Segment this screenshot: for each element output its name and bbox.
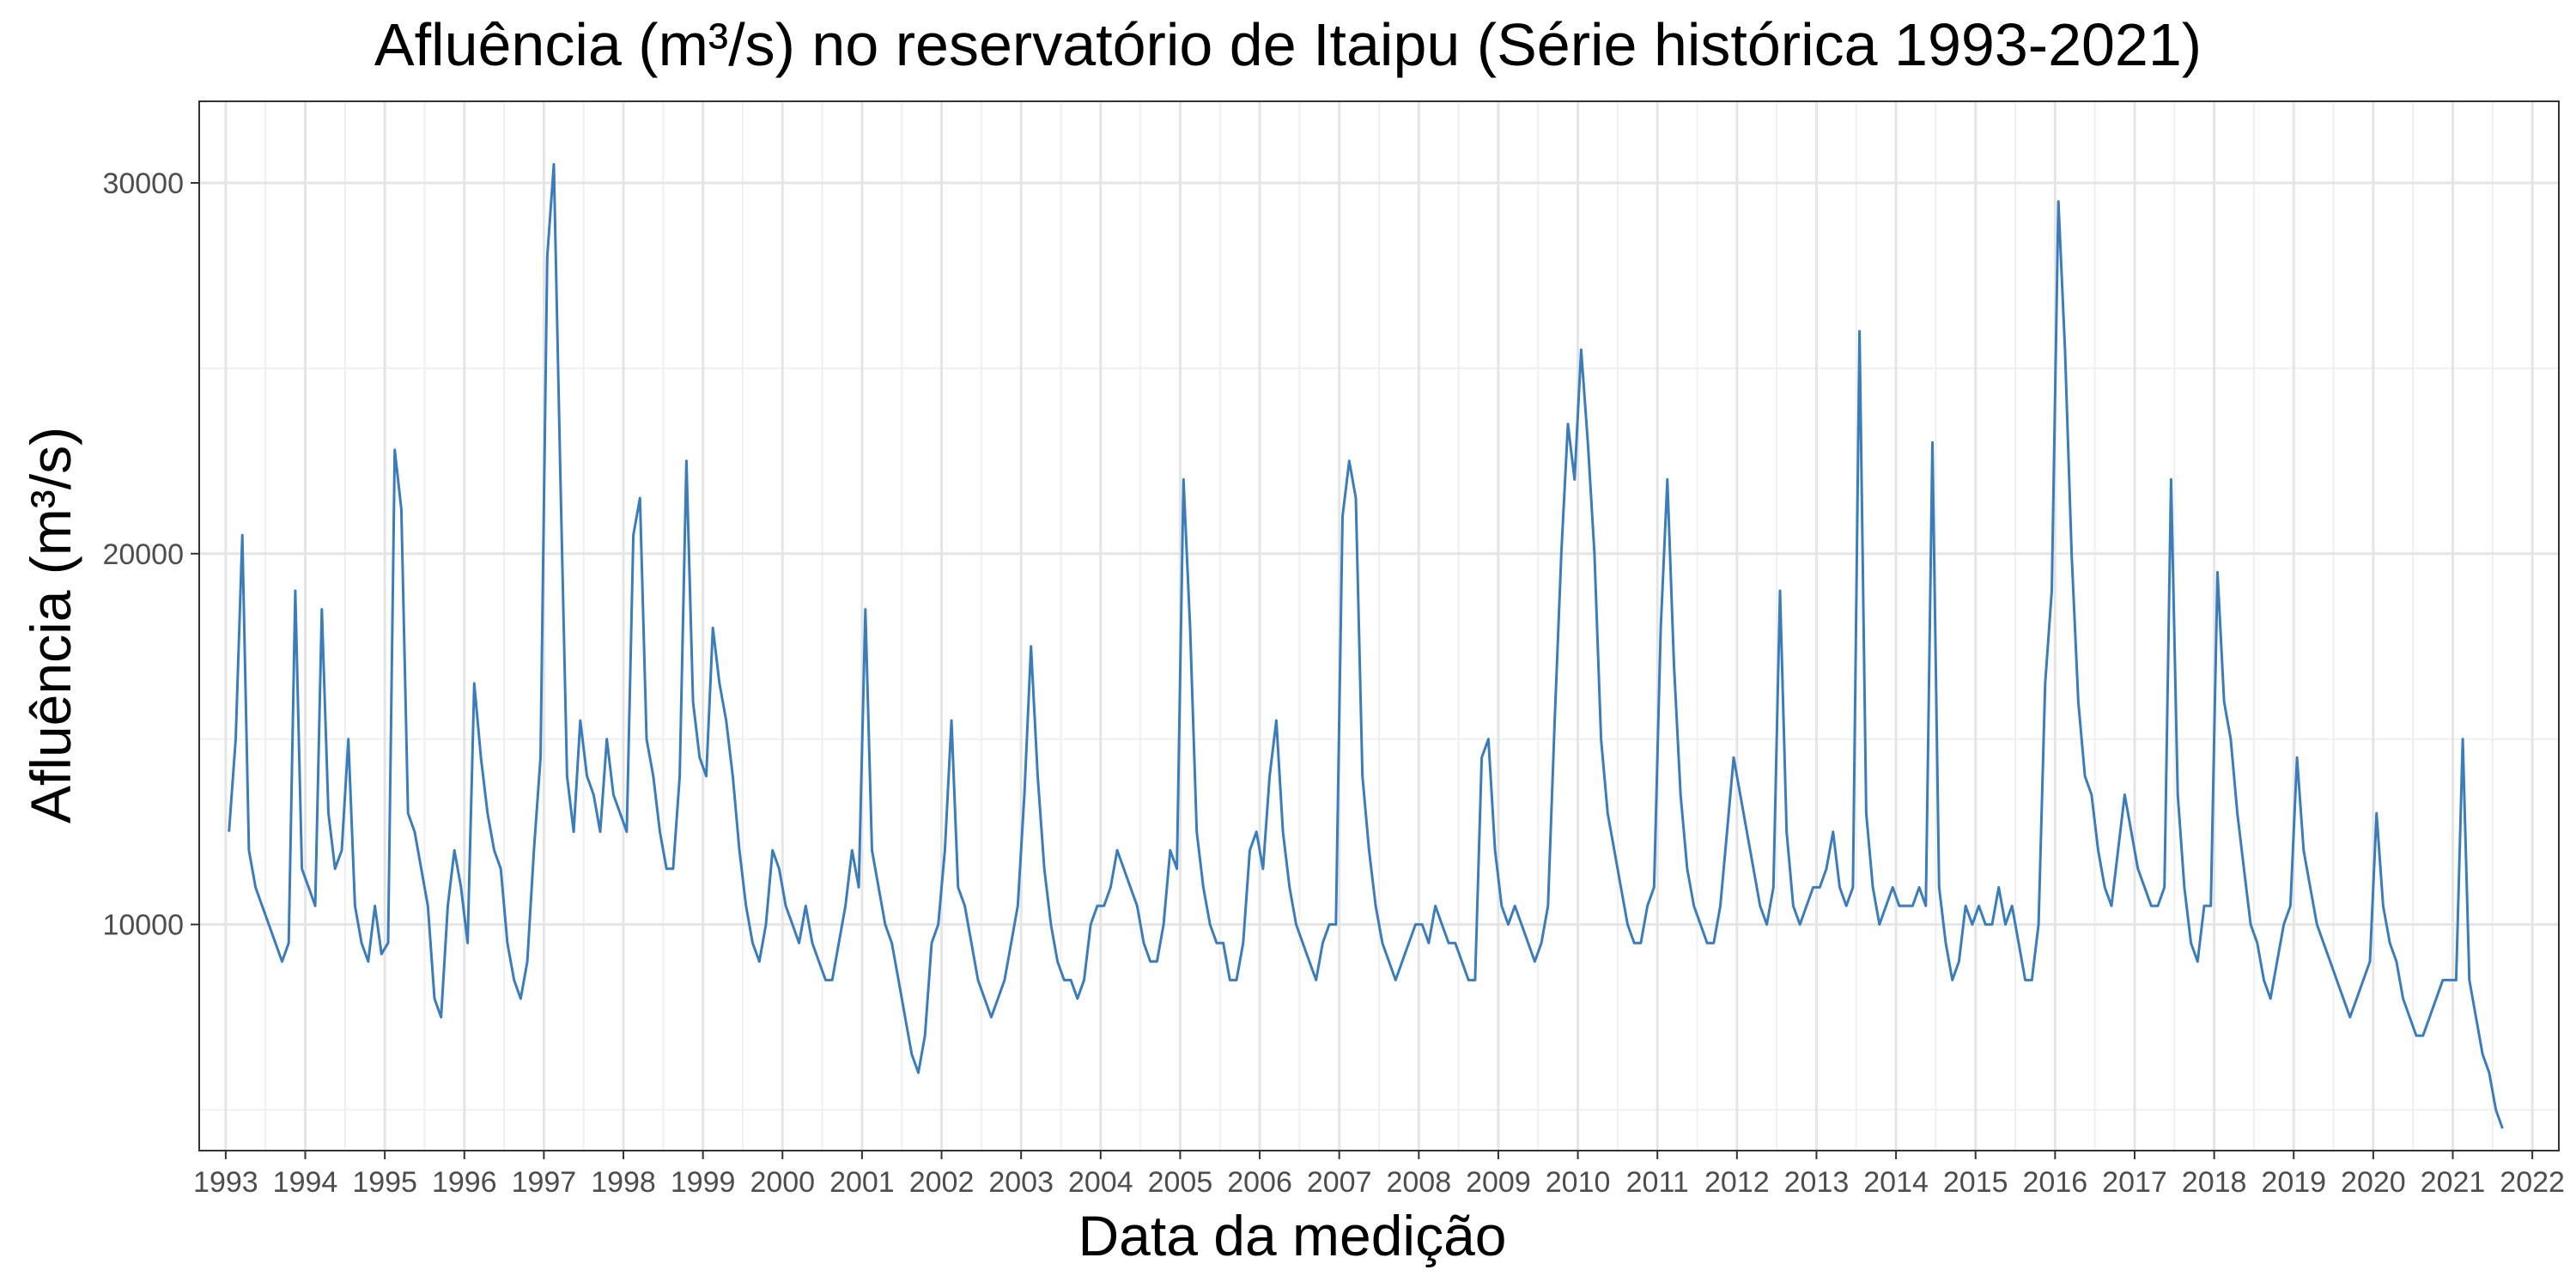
x-axis-title: Data da medição bbox=[1078, 1204, 1507, 1267]
x-tick-label: 2015 bbox=[1943, 1166, 2008, 1199]
x-tick-label: 2018 bbox=[2182, 1166, 2247, 1199]
x-tick-label: 1999 bbox=[671, 1166, 736, 1199]
x-tick-label: 2017 bbox=[2102, 1166, 2167, 1199]
y-axis: 10000 20000 30000 bbox=[102, 167, 199, 942]
panel-border bbox=[198, 100, 2560, 1151]
x-tick-label: 1994 bbox=[273, 1166, 338, 1199]
x-tick-label: 2009 bbox=[1466, 1166, 1531, 1199]
x-tick-label: 2002 bbox=[909, 1166, 975, 1199]
x-tick-label: 2022 bbox=[2500, 1166, 2565, 1199]
x-tick-label: 2013 bbox=[1784, 1166, 1850, 1199]
afluencia-series-line bbox=[228, 162, 2504, 1129]
x-tick-label: 2001 bbox=[829, 1166, 895, 1199]
y-tick-label: 10000 bbox=[102, 909, 184, 942]
x-tick-label: 2000 bbox=[750, 1166, 815, 1199]
y-tick-label: 20000 bbox=[102, 538, 184, 571]
x-tick-label: 2005 bbox=[1148, 1166, 1213, 1199]
y-tick-label: 30000 bbox=[102, 167, 184, 200]
x-tick-label: 2008 bbox=[1386, 1166, 1451, 1199]
minor-gridlines bbox=[199, 101, 2559, 1151]
x-tick-label: 1993 bbox=[193, 1166, 258, 1199]
x-tick-label: 1996 bbox=[432, 1166, 497, 1199]
x-tick-label: 2004 bbox=[1068, 1166, 1133, 1199]
x-tick-label: 2014 bbox=[1863, 1166, 1929, 1199]
x-tick-label: 2003 bbox=[988, 1166, 1054, 1199]
x-tick-label: 2007 bbox=[1307, 1166, 1372, 1199]
chart-title: Afluência (m³/s) no reservatório de Itai… bbox=[374, 11, 2202, 78]
x-axis: 1993 1994 1995 1996 1997 1998 1999 2000 2001 2002… bbox=[193, 1151, 2565, 1199]
x-tick-label: 2021 bbox=[2421, 1166, 2486, 1199]
x-tick-label: 2019 bbox=[2261, 1166, 2326, 1199]
x-tick-label: 2006 bbox=[1227, 1166, 1292, 1199]
x-tick-label: 2011 bbox=[1626, 1166, 1689, 1199]
x-tick-label: 1995 bbox=[352, 1166, 417, 1199]
x-tick-label: 2012 bbox=[1704, 1166, 1770, 1199]
x-tick-label: 2016 bbox=[2023, 1166, 2088, 1199]
x-tick-label: 1997 bbox=[512, 1166, 577, 1199]
x-tick-label: 2020 bbox=[2341, 1166, 2406, 1199]
x-tick-label: 2010 bbox=[1546, 1166, 1611, 1199]
y-axis-title: Afluência (m³/s) bbox=[19, 427, 82, 823]
x-tick-label: 1998 bbox=[591, 1166, 656, 1199]
